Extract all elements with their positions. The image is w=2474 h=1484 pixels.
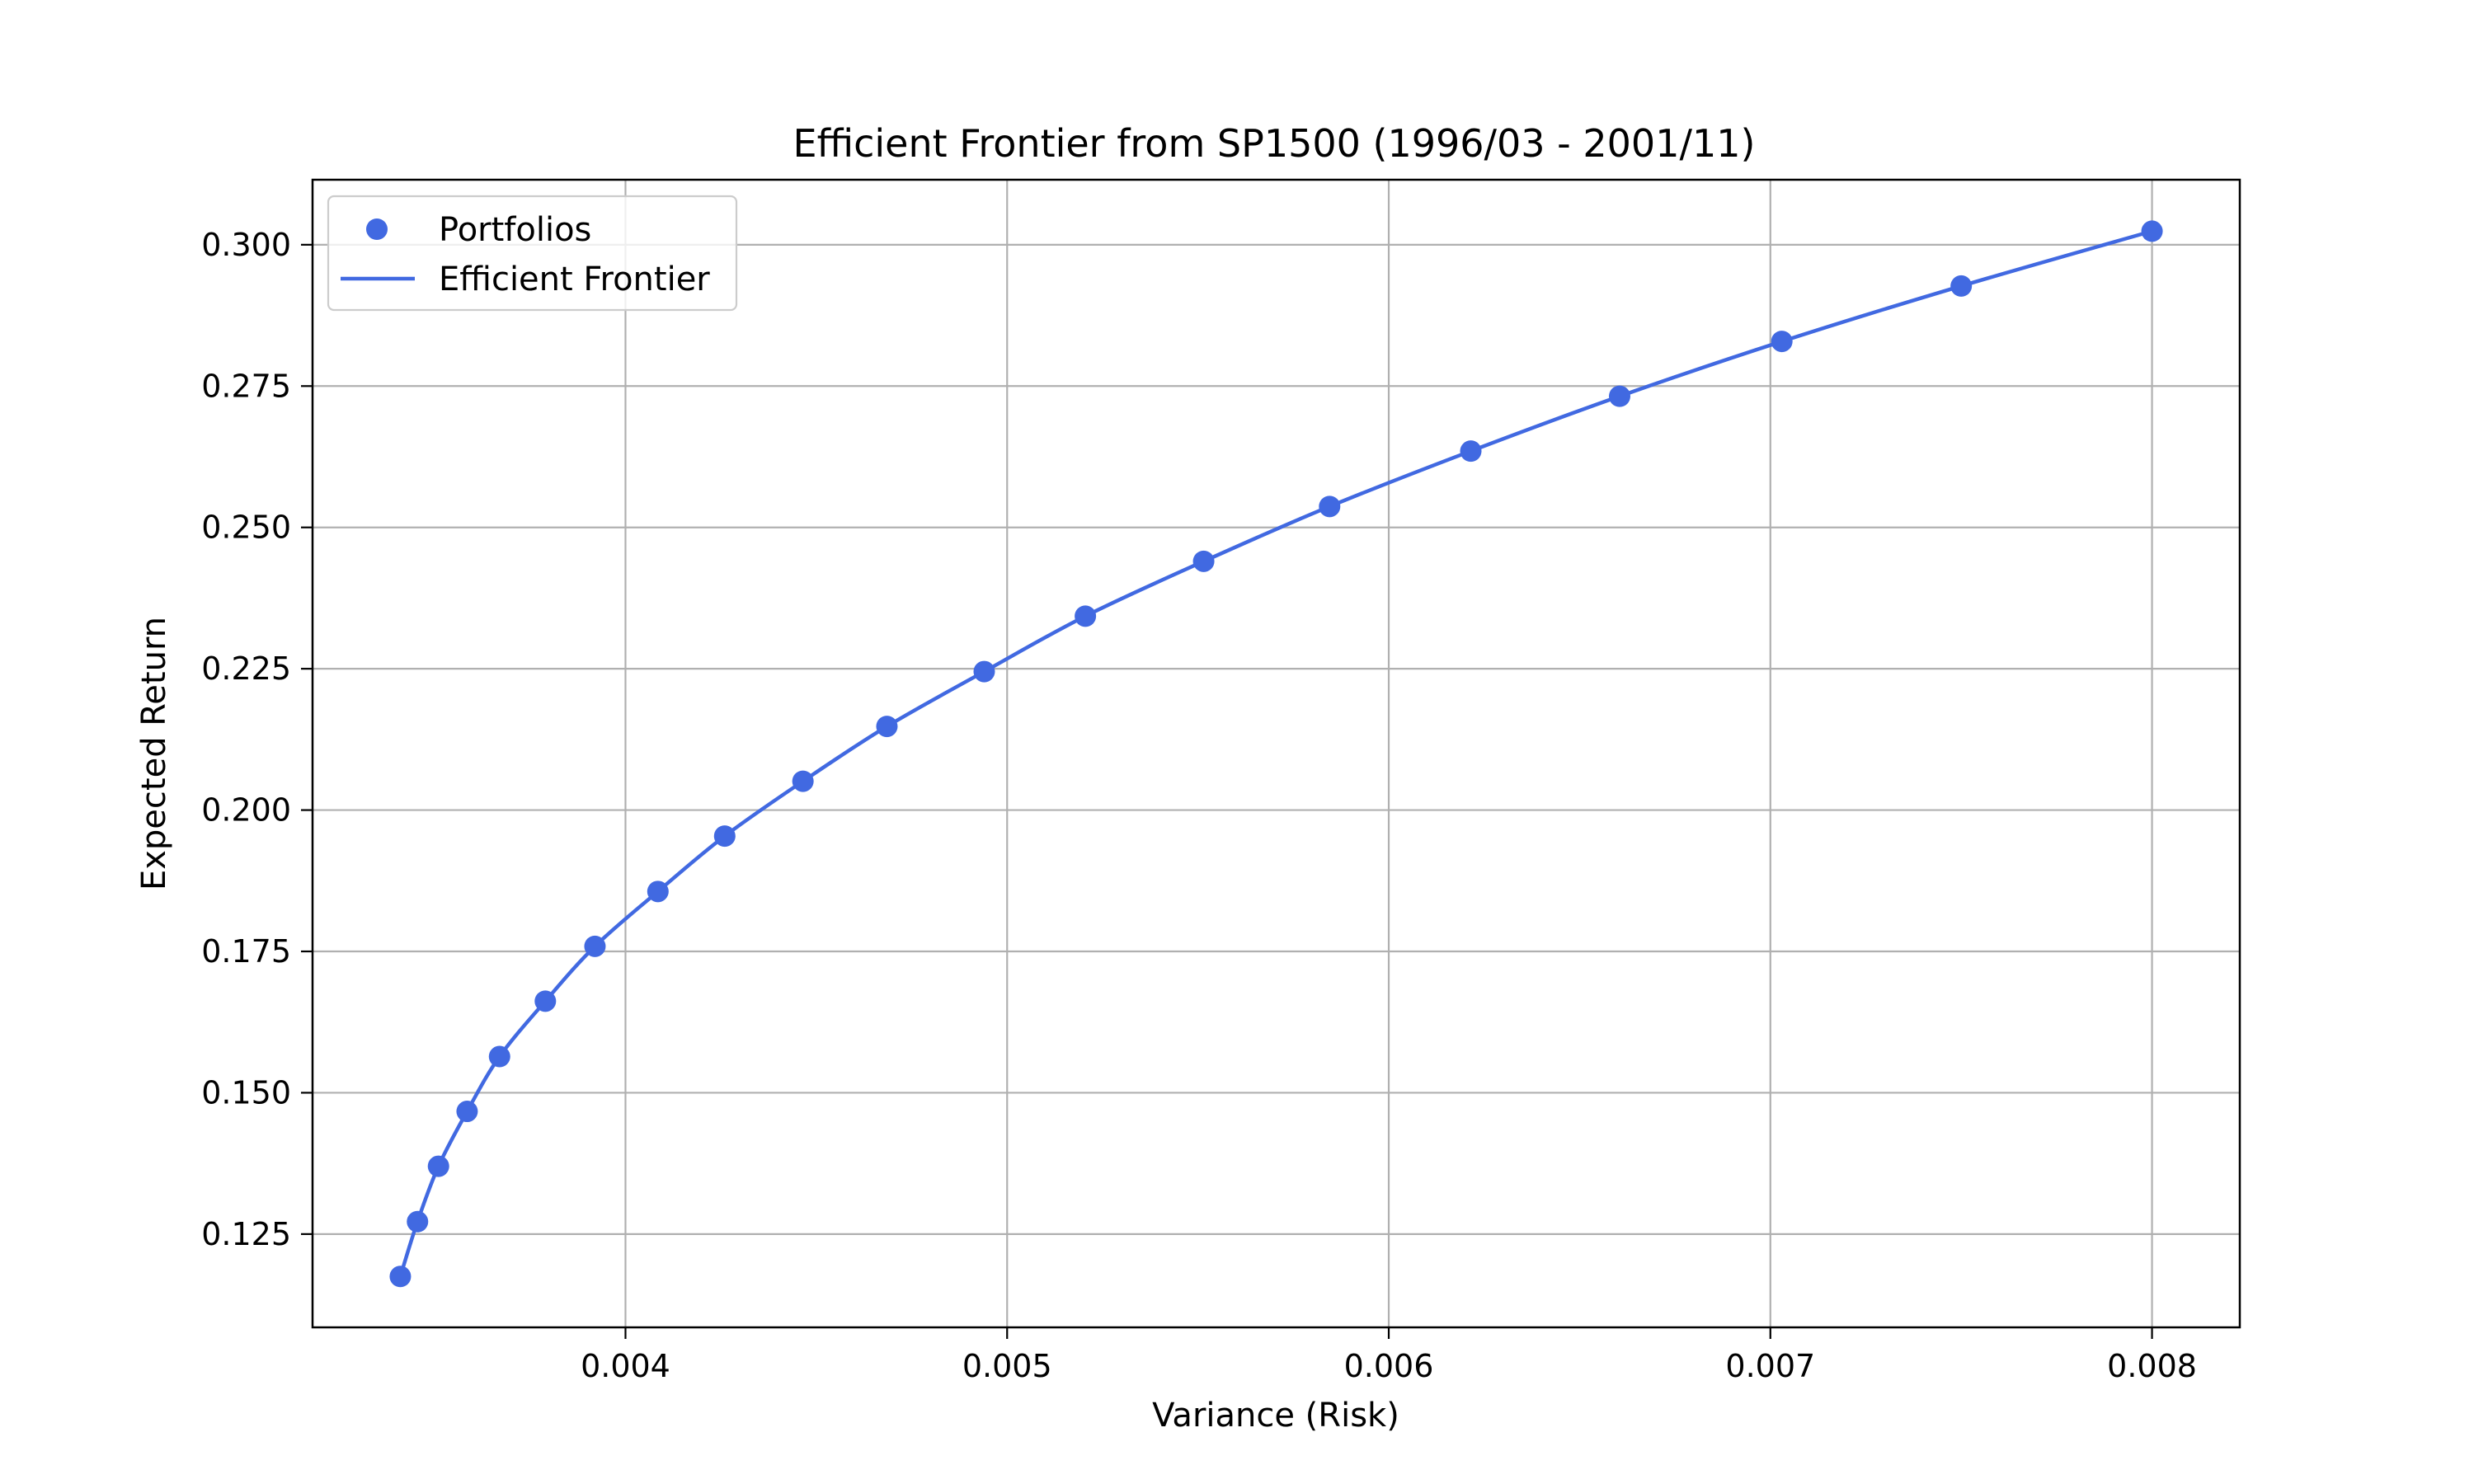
portfolio-point (1460, 440, 1482, 463)
chart-title: Efficient Frontier from SP1500 (1996/03 … (793, 121, 1756, 166)
plot-area-frame (311, 178, 2241, 1329)
y-tick-label: 0.300 (201, 227, 291, 263)
portfolio-point (876, 716, 898, 738)
portfolio-point (647, 881, 669, 903)
y-tick-label: 0.200 (201, 792, 291, 829)
portfolio-point (427, 1155, 449, 1177)
y-tick-label: 0.275 (201, 368, 291, 404)
portfolio-point (1771, 331, 1793, 353)
y-tick-label: 0.150 (201, 1074, 291, 1111)
legend-portfolios-label: Portfolios (439, 211, 591, 249)
portfolio-point (584, 935, 606, 957)
portfolio-point (973, 660, 995, 683)
x-tick-label: 0.005 (962, 1348, 1052, 1384)
portfolio-point (488, 1045, 510, 1068)
portfolio-point (1192, 550, 1215, 572)
x-axis-label: Variance (Risk) (1152, 1397, 1399, 1435)
portfolio-point (389, 1266, 412, 1288)
data-series (389, 220, 2163, 1288)
portfolio-point (534, 990, 557, 1012)
y-tick-label: 0.225 (201, 650, 291, 687)
legend-efficient-frontier-label: Efficient Frontier (439, 261, 710, 298)
y-tick-label: 0.125 (201, 1216, 291, 1252)
y-tick-label: 0.250 (201, 510, 291, 546)
legend-portfolios-marker (366, 218, 388, 240)
portfolio-point (713, 825, 736, 848)
x-tick-label: 0.007 (1725, 1348, 1815, 1384)
y-tick-label: 0.175 (201, 933, 291, 970)
legend: Portfolios Efficient Frontier (327, 195, 738, 312)
portfolio-point (792, 770, 814, 792)
portfolio-point (456, 1101, 478, 1123)
x-tick-label: 0.008 (2107, 1348, 2197, 1384)
y-axis-label: Expected Return (135, 617, 173, 890)
portfolio-point (1075, 605, 1097, 627)
portfolio-point (1319, 495, 1341, 518)
legend-box (327, 195, 738, 312)
x-tick-label: 0.004 (581, 1348, 670, 1384)
axis-ticks: 0.004 0.005 0.006 0.007 0.008 0.125 0.150 0.175… (201, 227, 2197, 1384)
portfolio-point (1950, 275, 1973, 297)
portfolio-point (1608, 385, 1630, 407)
x-tick-label: 0.006 (1344, 1348, 1434, 1384)
portfolio-point (407, 1210, 429, 1233)
portfolio-point (2141, 220, 2163, 242)
